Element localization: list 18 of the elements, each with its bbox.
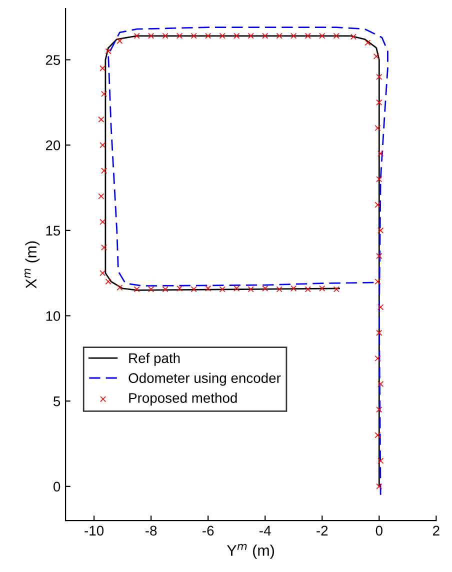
y-tick-label: 15 [46, 226, 60, 236]
legend-label: Odometer using encoder [128, 372, 281, 386]
y-tick-label: 10 [46, 311, 60, 321]
y-tick-label: 20 [46, 140, 60, 150]
x-tick-label: -4 [260, 526, 271, 536]
x-tick-label: -2 [316, 526, 328, 536]
y-tick-label: 0 [54, 482, 60, 492]
x-tick-label: 2 [433, 526, 440, 536]
x-axis-title: Y$^{m}$ (m) [226, 544, 274, 559]
y-axis-title: X$^{m}$ (m) [24, 241, 40, 288]
x-tick-label: 0 [376, 526, 382, 536]
x-tick-label: -6 [202, 526, 214, 536]
x-tick-label: -10 [84, 526, 104, 536]
y-tick-label: 25 [46, 55, 60, 65]
legend-label: Ref path [129, 352, 180, 366]
x-tick-label: -8 [146, 526, 157, 536]
legend-label: Proposed method [129, 392, 237, 406]
y-tick-label: 5 [54, 396, 60, 406]
